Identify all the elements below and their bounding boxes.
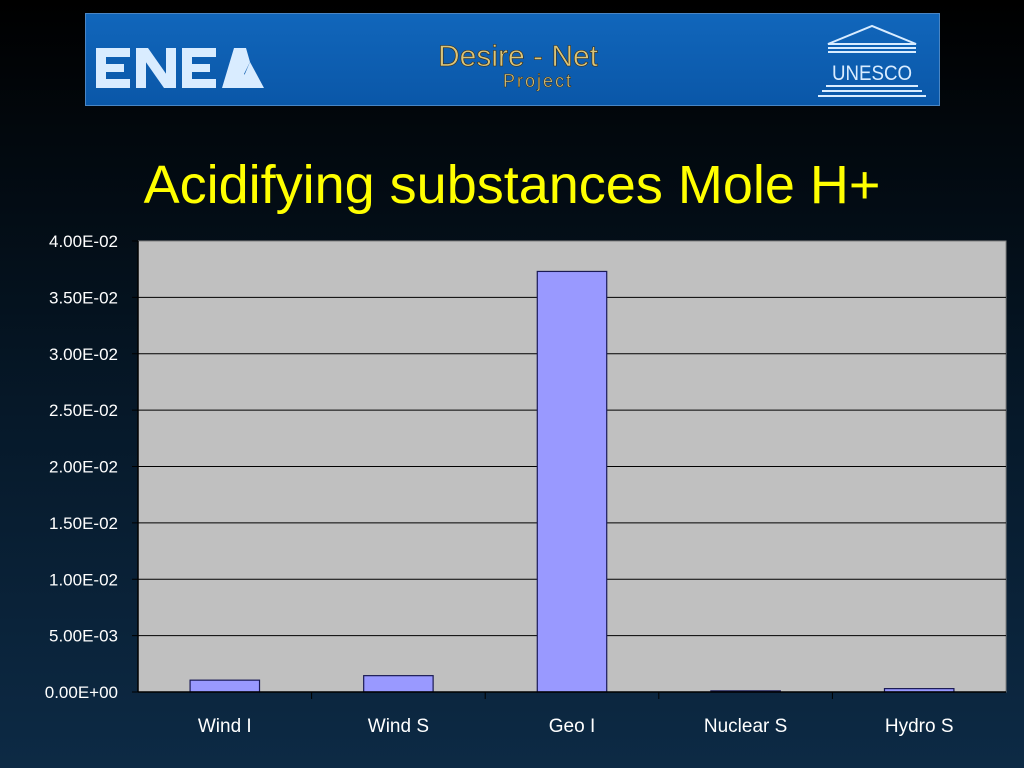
x-axis-tick-labels: Wind I Wind S Geo I Nuclear S Hydro S [198,716,954,737]
x-tick-label: Wind I [198,716,252,737]
y-tick-label: 5.00E-03 [49,627,118,646]
project-name: Desire - Net [438,40,599,73]
x-tick-label: Nuclear S [704,716,787,737]
x-tick-label: Hydro S [885,716,954,737]
banner-graphics: Desire - Net Project UNESCO [96,24,926,97]
y-tick-label: 3.00E-02 [49,345,118,364]
y-tick-label: 2.00E-02 [49,458,118,477]
unesco-logo [818,24,926,97]
y-tick-label: 3.50E-02 [49,288,118,307]
bar-geo-i [536,270,608,693]
x-tick-label: Wind S [368,716,429,737]
project-subtitle: Project [503,71,573,91]
unesco-logo-text: UNESCO [832,62,912,85]
y-tick-label: 2.50E-02 [49,401,118,420]
axes [137,241,1006,693]
header-banner: Desire - Net Project UNESCO [85,13,940,106]
y-tick-label: 1.50E-02 [49,514,118,533]
y-tick-label: 0.00E+00 [45,683,118,702]
y-tick-label: 1.00E-02 [49,570,118,589]
y-tick-label: 4.00E-02 [49,232,118,251]
bar-wind-s [363,675,434,693]
slide-title: Acidifying substances Mole H+ [143,155,881,215]
y-axis-tick-labels: 0.00E+00 5.00E-03 1.00E-02 1.50E-02 2.00E-02… [45,232,118,702]
enea-logo [96,48,264,88]
x-tick-label: Geo I [549,716,595,737]
bars [189,270,955,693]
bar-wind-i [189,679,261,693]
